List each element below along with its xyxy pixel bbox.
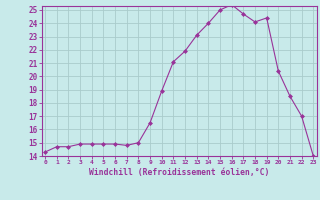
X-axis label: Windchill (Refroidissement éolien,°C): Windchill (Refroidissement éolien,°C) [89,168,269,177]
